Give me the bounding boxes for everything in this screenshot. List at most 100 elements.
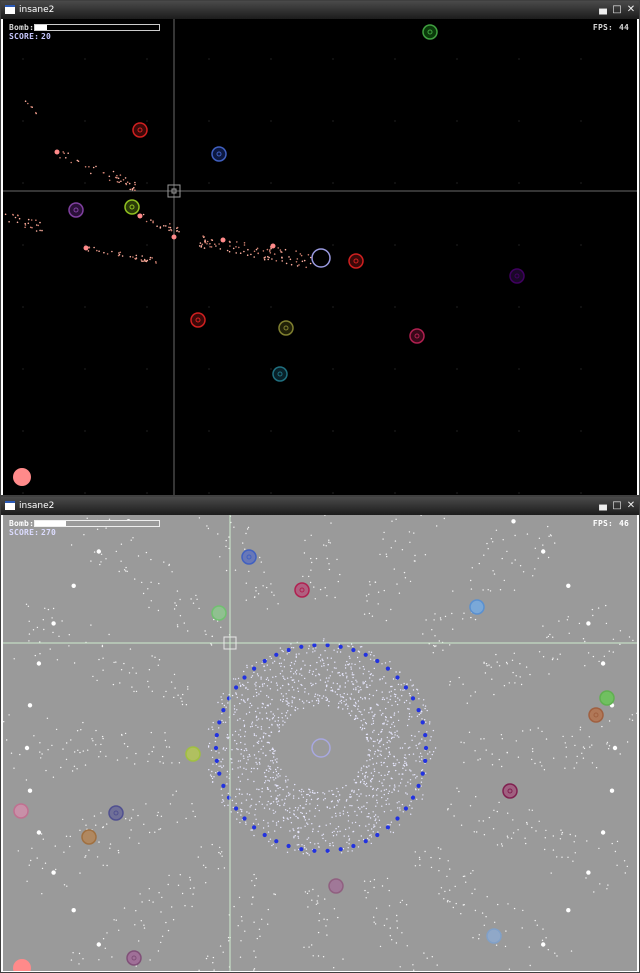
spark-particle bbox=[41, 229, 43, 232]
game-playfield[interactable]: Bomb: SCORE: 20 FPS: 44 bbox=[3, 19, 637, 495]
spark-particle bbox=[243, 724, 246, 726]
spark-particle bbox=[237, 677, 240, 680]
spark-particle bbox=[213, 776, 215, 778]
spark-particle bbox=[503, 685, 506, 687]
spark-particle bbox=[436, 525, 438, 527]
close-icon[interactable]: ✕ bbox=[626, 500, 636, 511]
spark-particle bbox=[251, 725, 253, 727]
spark-particle bbox=[330, 686, 332, 689]
spark-particle bbox=[403, 757, 406, 759]
spark-particle bbox=[273, 756, 275, 758]
spark-particle bbox=[234, 569, 237, 571]
spark-particle bbox=[391, 520, 393, 522]
spark-particle bbox=[344, 667, 347, 669]
spark-particle bbox=[292, 647, 295, 649]
spark-particle bbox=[234, 678, 237, 680]
spark-particle bbox=[397, 719, 400, 722]
maximize-icon[interactable]: □ bbox=[612, 500, 622, 511]
spark-particle bbox=[363, 780, 365, 783]
spark-particle bbox=[95, 744, 97, 746]
spark-particle bbox=[421, 758, 423, 760]
spark-particle bbox=[272, 748, 275, 751]
spark-particle bbox=[72, 952, 74, 954]
spark-particle bbox=[206, 525, 208, 527]
spark-particle bbox=[351, 710, 353, 712]
window-titlebar[interactable]: insane2 ▄ □ ✕ bbox=[1, 1, 639, 19]
spark-particle bbox=[55, 868, 57, 871]
spark-particle bbox=[203, 247, 206, 249]
score-label: SCORE: bbox=[9, 32, 40, 41]
spark-particle bbox=[76, 159, 79, 162]
spark-particle bbox=[319, 588, 322, 591]
spark-particle bbox=[120, 180, 122, 183]
minimize-icon[interactable]: ▄ bbox=[599, 500, 607, 511]
spark-particle bbox=[335, 828, 337, 830]
spark-particle bbox=[203, 236, 206, 238]
spark-particle bbox=[531, 809, 533, 811]
window-title: insane2 bbox=[19, 501, 55, 511]
spark-particle bbox=[373, 879, 376, 881]
window-titlebar[interactable]: insane2 ▄ □ ✕ bbox=[1, 497, 639, 515]
spark-particle bbox=[125, 818, 127, 820]
bomb-ring-dot bbox=[416, 783, 421, 788]
spark-particle bbox=[326, 684, 328, 686]
game-playfield[interactable]: Bomb: SCORE: 270 FPS: 46 bbox=[3, 515, 637, 971]
spark-particle bbox=[35, 219, 37, 221]
spark-particle bbox=[626, 741, 629, 743]
game-canvas[interactable] bbox=[3, 515, 637, 971]
spark-particle bbox=[96, 679, 98, 682]
spark-particle bbox=[282, 720, 284, 722]
maximize-icon[interactable]: □ bbox=[612, 4, 622, 15]
grid-dot bbox=[84, 182, 86, 184]
app-window-icon bbox=[5, 501, 15, 510]
spark-particle bbox=[361, 646, 363, 648]
spark-particle bbox=[326, 919, 328, 921]
spark-particle bbox=[398, 801, 400, 803]
spark-particle bbox=[239, 808, 242, 810]
spark-particle bbox=[279, 804, 281, 807]
outer-bullet-ring bbox=[24, 519, 618, 947]
player-bullet bbox=[171, 234, 177, 240]
spark-particle bbox=[423, 699, 425, 701]
spark-particle bbox=[240, 916, 243, 918]
spark-particle bbox=[337, 791, 339, 793]
minimize-icon[interactable]: ▄ bbox=[599, 4, 607, 15]
spark-particle bbox=[160, 911, 162, 913]
spark-particle bbox=[104, 947, 107, 949]
spark-particle bbox=[95, 729, 97, 732]
spark-particle bbox=[386, 697, 388, 699]
game-canvas[interactable] bbox=[3, 19, 637, 495]
spark-particle bbox=[343, 692, 345, 695]
spark-particle bbox=[492, 541, 494, 543]
spark-particle bbox=[520, 683, 523, 686]
close-icon[interactable]: ✕ bbox=[626, 4, 636, 15]
enemy-ring bbox=[132, 122, 148, 138]
spark-particle bbox=[272, 762, 274, 764]
spark-particle bbox=[439, 617, 442, 619]
spark-particle bbox=[303, 552, 306, 554]
spark-particle bbox=[269, 669, 271, 671]
spark-particle bbox=[265, 678, 268, 681]
spark-particle bbox=[88, 246, 91, 249]
spark-particle bbox=[269, 249, 271, 251]
spark-particle bbox=[388, 889, 390, 892]
grid-dot bbox=[394, 182, 396, 184]
spark-particle bbox=[389, 935, 391, 937]
spark-particle bbox=[336, 693, 338, 696]
spark-particle bbox=[282, 788, 284, 791]
spark-particle bbox=[379, 553, 381, 556]
spark-particle bbox=[222, 800, 225, 802]
spark-particle bbox=[418, 698, 420, 700]
spark-particle bbox=[501, 557, 503, 560]
spark-particle bbox=[545, 829, 547, 832]
spark-particle bbox=[402, 811, 404, 813]
spark-particle bbox=[246, 793, 248, 795]
spark-particle bbox=[226, 736, 228, 739]
spark-particle bbox=[254, 683, 256, 685]
spark-particle bbox=[267, 923, 269, 925]
spark-particle bbox=[302, 853, 304, 855]
spark-particle bbox=[420, 781, 423, 783]
spark-particle bbox=[349, 714, 352, 717]
spark-particle bbox=[147, 680, 149, 683]
spark-particle bbox=[274, 784, 276, 786]
